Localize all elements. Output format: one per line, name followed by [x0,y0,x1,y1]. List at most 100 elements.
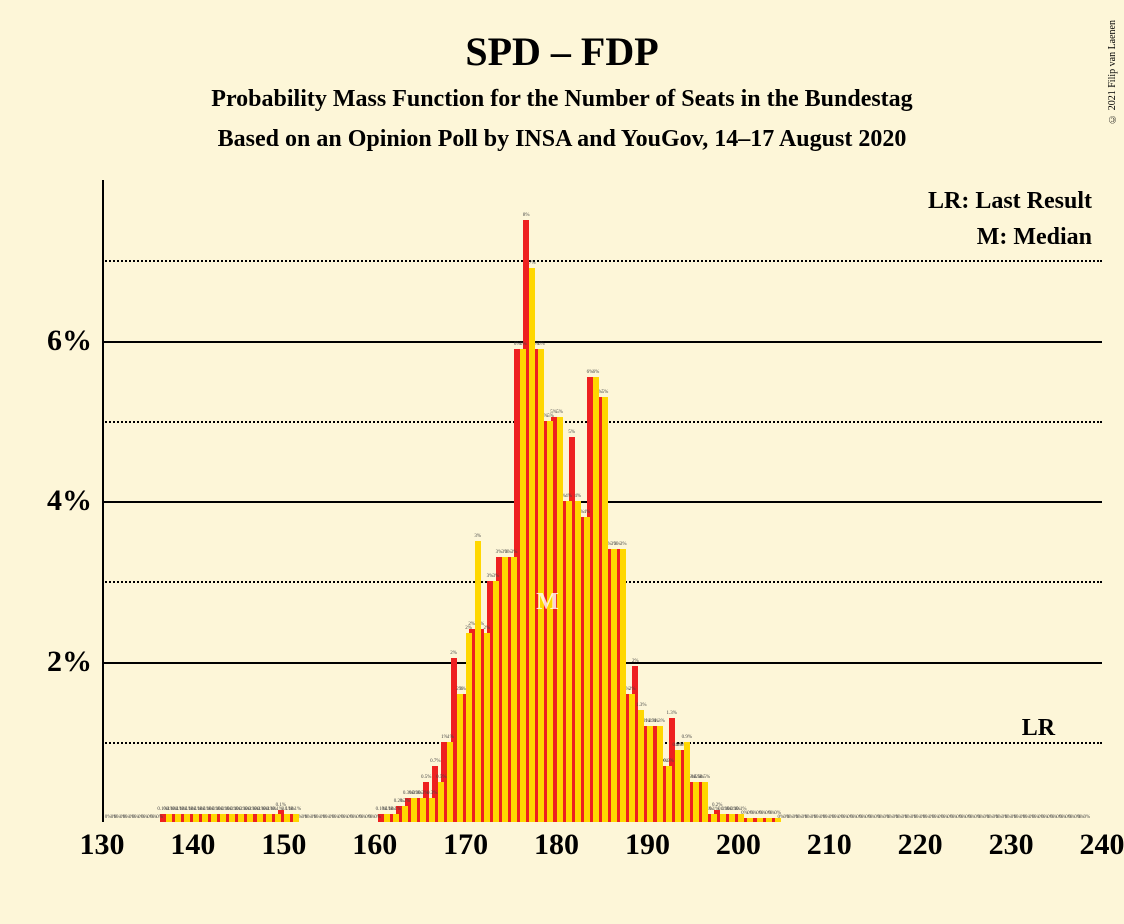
bar-series-yellow [447,742,453,822]
x-tick-label: 170 [443,828,488,862]
bar-label: 3% [474,534,481,539]
chart-subtitle-2: Based on an Opinion Poll by INSA and You… [0,126,1124,153]
plot-area: 2%4%6%1301401501601701801902002102202302… [102,180,1102,822]
bar-label: 3% [620,542,627,547]
bar-label: 0% [147,815,154,820]
bar-series-yellow [720,814,726,822]
bar-series-yellow [402,806,408,822]
bar-label: 5% [602,390,609,395]
bar-series-yellow [393,814,399,822]
x-tick-label: 220 [898,828,943,862]
x-tick-label: 210 [807,828,852,862]
bar-label: 0% [911,815,918,820]
bar-label: 0% [829,815,836,820]
bar-label: 0% [356,815,363,820]
bar-label: 2% [629,687,636,692]
bar-series-yellow [202,814,208,822]
bar-label: 0% [947,815,954,820]
bar-label: 0% [1074,815,1081,820]
bar-label: 0% [1038,815,1045,820]
bar-series-yellow [384,814,390,822]
bar-label: 0% [920,815,927,820]
bar-series-yellow [229,814,235,822]
bar-label: 6% [520,342,527,347]
bar-series-yellow [766,818,772,822]
bar-series-yellow [711,814,717,822]
bar-label: 3% [502,550,509,555]
bar-series-yellow [538,349,544,822]
x-tick-label: 200 [716,828,761,862]
bar-series-yellow [602,397,608,822]
bar-label: 0.9% [682,735,692,740]
bar-series-yellow [484,633,490,822]
bar-label: 0% [811,815,818,820]
bar-label: 4% [574,494,581,499]
chart-subtitle-1: Probability Mass Function for the Number… [0,86,1124,113]
bar-series-yellow [520,349,526,822]
bar-label: 0% [774,811,781,816]
x-tick-label: 180 [534,828,579,862]
bar-label: 0% [1011,815,1018,820]
bar-label: 0% [329,815,336,820]
bar-label: 0% [938,815,945,820]
bar-label: 0% [311,815,318,820]
bar-series-yellow [702,782,708,822]
bar-label: 2% [483,626,490,631]
bar-label: 0% [747,811,754,816]
bar-series-yellow [647,726,653,822]
bar-label: 0.3% [427,791,437,796]
bar-series-yellow [511,557,517,822]
bar-series-yellow [493,581,499,822]
bar-label: 7% [529,261,536,266]
x-tick-label: 190 [625,828,670,862]
bar-series-yellow [666,766,672,822]
bar-label: 0% [338,815,345,820]
bar-label: 0% [120,815,127,820]
x-tick-label: 150 [261,828,306,862]
bar-label: 0% [138,815,145,820]
bar-label: 5% [547,414,554,419]
x-tick-label: 130 [80,828,125,862]
x-tick-label: 140 [170,828,215,862]
bar-label: 0% [847,815,854,820]
bar-series-yellow [275,814,281,822]
legend-median: M: Median [977,224,1092,251]
bar-label: 0% [129,815,136,820]
bar-label: 0% [865,815,872,820]
bar-series-yellow [429,798,435,822]
bar-series-yellow [638,710,644,822]
bar-label: 2% [632,659,639,664]
bar-label: 0% [929,815,936,820]
bar-series-yellow [575,501,581,822]
bar-series-yellow [675,750,681,822]
bar-series-yellow [629,694,635,822]
bar-series-yellow [693,782,699,822]
bar-label: 3% [493,574,500,579]
bar-label: 5% [568,430,575,435]
bar-label: 0% [1002,815,1009,820]
bar-series-yellow [611,549,617,822]
grid-minor [102,260,1102,262]
bar-label: 2% [456,687,463,692]
bar-label: 0% [856,815,863,820]
bar-label: 0% [756,811,763,816]
bar-series-yellow [502,557,508,822]
bar-label: 6% [538,342,545,347]
bar-label: 0.5% [700,775,710,780]
bar-series-yellow [466,633,472,822]
grid-major [102,341,1102,343]
bar-series-yellow [475,541,481,822]
bar-label: 0.5% [421,775,431,780]
bar-label: 0% [1029,815,1036,820]
bar-series-yellow [420,798,426,822]
bar-series-yellow [566,501,572,822]
bar-label: 0% [111,815,118,820]
bar-series-yellow [211,814,217,822]
bar-label: 0% [365,815,372,820]
bar-label: 1.3% [667,711,677,716]
bar-series-yellow [193,814,199,822]
bar-label: 0% [820,815,827,820]
bar-series-yellow [438,782,444,822]
bar-label: 0.2% [400,799,410,804]
bar-label: 0% [993,815,1000,820]
